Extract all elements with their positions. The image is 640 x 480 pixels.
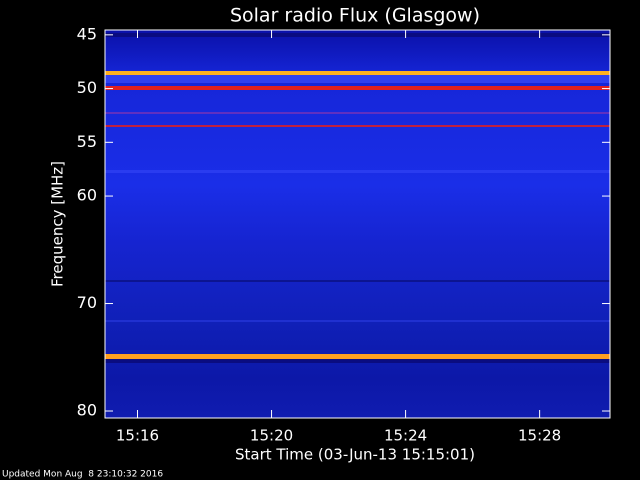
y-tick-label: 45	[77, 24, 97, 43]
x-tick-label: 15:20	[250, 427, 293, 445]
y-axis-label: Frequency [MHz]	[49, 161, 67, 287]
x-tick-label: 15:24	[384, 427, 427, 445]
y-tick-label: 70	[77, 293, 97, 312]
chart-title: Solar radio Flux (Glasgow)	[230, 5, 480, 27]
x-tick-label: 15:16	[116, 427, 159, 445]
y-tick-label: 60	[77, 186, 97, 205]
x-tick-label: 15:28	[518, 427, 561, 445]
y-tick-label: 55	[77, 132, 97, 151]
plot-frame	[104, 29, 611, 419]
y-tick-label: 80	[77, 401, 97, 420]
spectrogram-image	[105, 30, 610, 418]
y-tick-label: 50	[77, 78, 97, 97]
x-axis-label: Start Time (03-Jun-13 15:15:01)	[235, 446, 475, 464]
footer: Updated Mon Aug 8 23:10:32 2016	[2, 470, 163, 480]
